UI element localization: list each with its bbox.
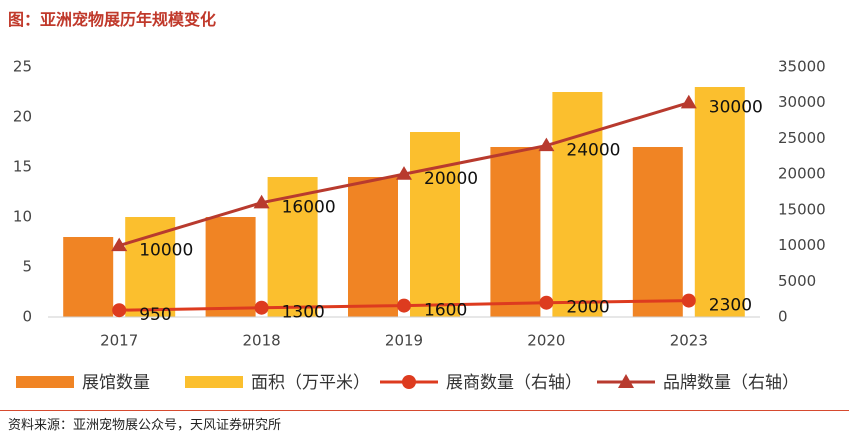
right-axis-tick-label: 20000	[778, 165, 826, 183]
legend-swatch	[185, 376, 243, 388]
x-axis-tick-label: 2020	[527, 332, 565, 350]
legend: 展馆数量 面积（万平米） 展商数量（右轴） 品牌数量（右轴）	[16, 373, 799, 393]
left-axis-tick-label: 5	[22, 258, 32, 276]
line-point-triangle	[680, 94, 697, 109]
bar	[348, 177, 398, 317]
bar	[552, 92, 603, 317]
chart-canvas: 0 5 10 15 20 25 0 5000 10000 15000 20000 25000 3000…	[13, 58, 826, 394]
left-axis-ticks: 0 5 10 15 20 25	[13, 58, 32, 326]
line-point-circle	[112, 303, 127, 318]
legend-label: 展馆数量	[82, 373, 150, 393]
source-note: 资料来源：亚洲宠物展公众号，天风证券研究所	[8, 418, 282, 433]
legend-marker-triangle	[618, 374, 634, 388]
data-label: 20000	[424, 169, 478, 189]
right-axis-tick-label: 0	[778, 308, 788, 326]
legend-label: 展商数量（右轴）	[446, 373, 582, 393]
right-axis-tick-label: 25000	[778, 129, 826, 147]
data-label: 10000	[139, 241, 193, 261]
right-axis-tick-label: 15000	[778, 200, 826, 218]
legend-swatch	[16, 376, 74, 388]
data-label: 30000	[709, 98, 763, 118]
bar	[490, 147, 541, 317]
source-divider	[0, 410, 849, 411]
line-point-triangle	[253, 194, 270, 209]
right-axis-tick-label: 30000	[778, 93, 826, 111]
legend-item: 品牌数量（右轴）	[597, 373, 799, 393]
data-label: 16000	[282, 198, 336, 218]
legend-label: 品牌数量（右轴）	[663, 373, 799, 393]
right-axis-tick-label: 5000	[778, 272, 816, 290]
left-axis-tick-label: 0	[22, 308, 32, 326]
line-point-circle	[539, 295, 554, 310]
data-label: 1600	[424, 301, 467, 321]
line-point-triangle	[538, 137, 555, 152]
data-labels: 950 1300 1600 2000 2300 10000 16000 20000 24000 3…	[139, 98, 763, 326]
line-point-triangle	[396, 166, 412, 180]
bar-series	[63, 87, 745, 317]
right-axis-tick-label: 35000	[778, 58, 826, 76]
chart-title: 图：亚洲宠物展历年规模变化	[8, 10, 217, 29]
left-axis-tick-label: 25	[13, 58, 32, 76]
x-axis-tick-label: 2017	[100, 332, 138, 350]
left-axis-tick-label: 10	[13, 208, 32, 226]
data-label: 2000	[566, 298, 609, 318]
legend-label: 面积（万平米）	[251, 373, 370, 393]
left-axis-tick-label: 15	[13, 158, 32, 176]
legend-marker-circle	[402, 375, 416, 389]
x-axis-labels: 2017 2018 2019 2020 2023	[100, 332, 708, 350]
bar	[125, 217, 176, 317]
data-label: 950	[139, 305, 171, 325]
legend-item: 面积（万平米）	[185, 373, 370, 393]
line-series	[111, 94, 697, 318]
legend-item: 展馆数量	[16, 373, 150, 393]
data-label: 24000	[566, 141, 620, 161]
left-axis-tick-label: 20	[13, 108, 32, 126]
right-axis-ticks: 0 5000 10000 15000 20000 25000 30000 35000	[778, 58, 826, 326]
x-axis-tick-label: 2023	[670, 332, 708, 350]
bar	[63, 237, 114, 317]
line-point-triangle	[111, 237, 128, 252]
bar	[632, 147, 683, 317]
x-axis-tick-label: 2018	[243, 332, 281, 350]
data-label: 2300	[709, 296, 752, 316]
line-point-circle	[397, 298, 411, 313]
right-axis-tick-label: 10000	[778, 236, 826, 254]
legend-item: 展商数量（右轴）	[380, 373, 582, 393]
x-axis-tick-label: 2019	[385, 332, 423, 350]
bar	[410, 132, 460, 317]
line-point-circle	[681, 293, 696, 308]
bar	[205, 217, 256, 317]
data-label: 1300	[282, 303, 325, 323]
line-point-circle	[254, 300, 269, 315]
bar	[694, 87, 745, 317]
